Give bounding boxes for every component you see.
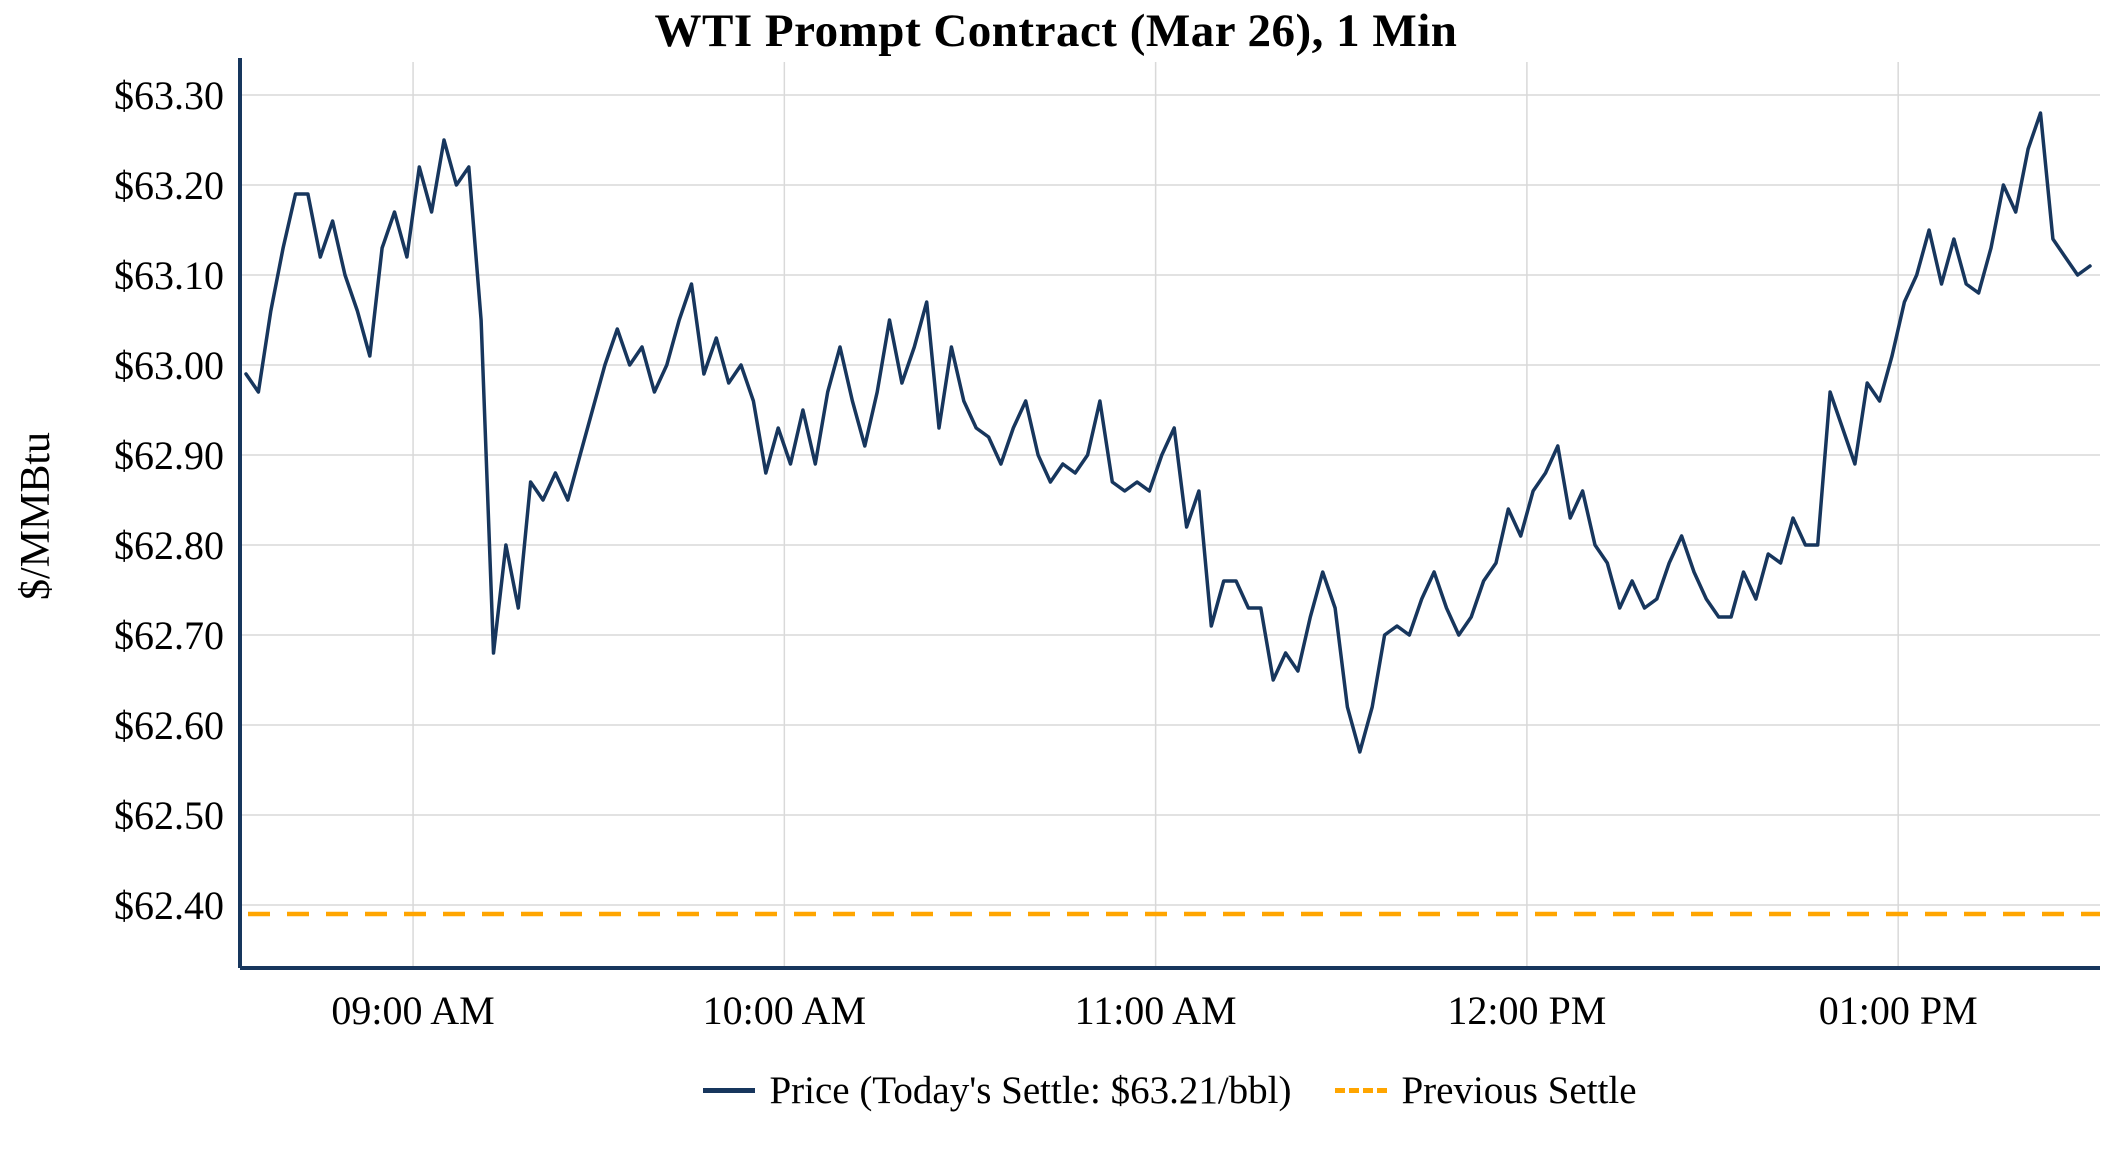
y-tick-label: $63.20 — [114, 163, 224, 208]
price-line-swatch-icon — [703, 1088, 756, 1093]
x-tick-label: 12:00 PM — [1447, 988, 1606, 1033]
legend-previous-settle-label: Previous Settle — [1401, 1069, 1637, 1112]
x-tick-label: 09:00 AM — [331, 988, 494, 1033]
x-tick-label: 11:00 AM — [1075, 988, 1237, 1033]
y-tick-label: $63.00 — [114, 343, 224, 388]
y-tick-label: $63.30 — [114, 73, 224, 118]
y-tick-label: $63.10 — [114, 253, 224, 298]
legend-item-price: Price (Today's Settle: $63.21/bbl) — [703, 1068, 1291, 1113]
x-tick-label: 10:00 AM — [703, 988, 866, 1033]
legend-item-previous-settle: Previous Settle — [1309, 1068, 1637, 1113]
legend: Price (Today's Settle: $63.21/bbl) Previ… — [240, 1068, 2100, 1113]
y-tick-label: $62.80 — [114, 523, 224, 568]
y-tick-label: $62.60 — [114, 703, 224, 748]
y-tick-label: $62.40 — [114, 883, 224, 928]
y-tick-label: $62.50 — [114, 793, 224, 838]
x-tick-label: 01:00 PM — [1819, 988, 1978, 1033]
previous-settle-dash-swatch-icon — [1335, 1088, 1388, 1093]
y-tick-label: $62.70 — [114, 613, 224, 658]
y-tick-label: $62.90 — [114, 433, 224, 478]
chart-title: WTI Prompt Contract (Mar 26), 1 Min — [654, 5, 1458, 57]
legend-price-label: Price (Today's Settle: $63.21/bbl) — [769, 1069, 1292, 1112]
price-line — [244, 111, 2092, 754]
